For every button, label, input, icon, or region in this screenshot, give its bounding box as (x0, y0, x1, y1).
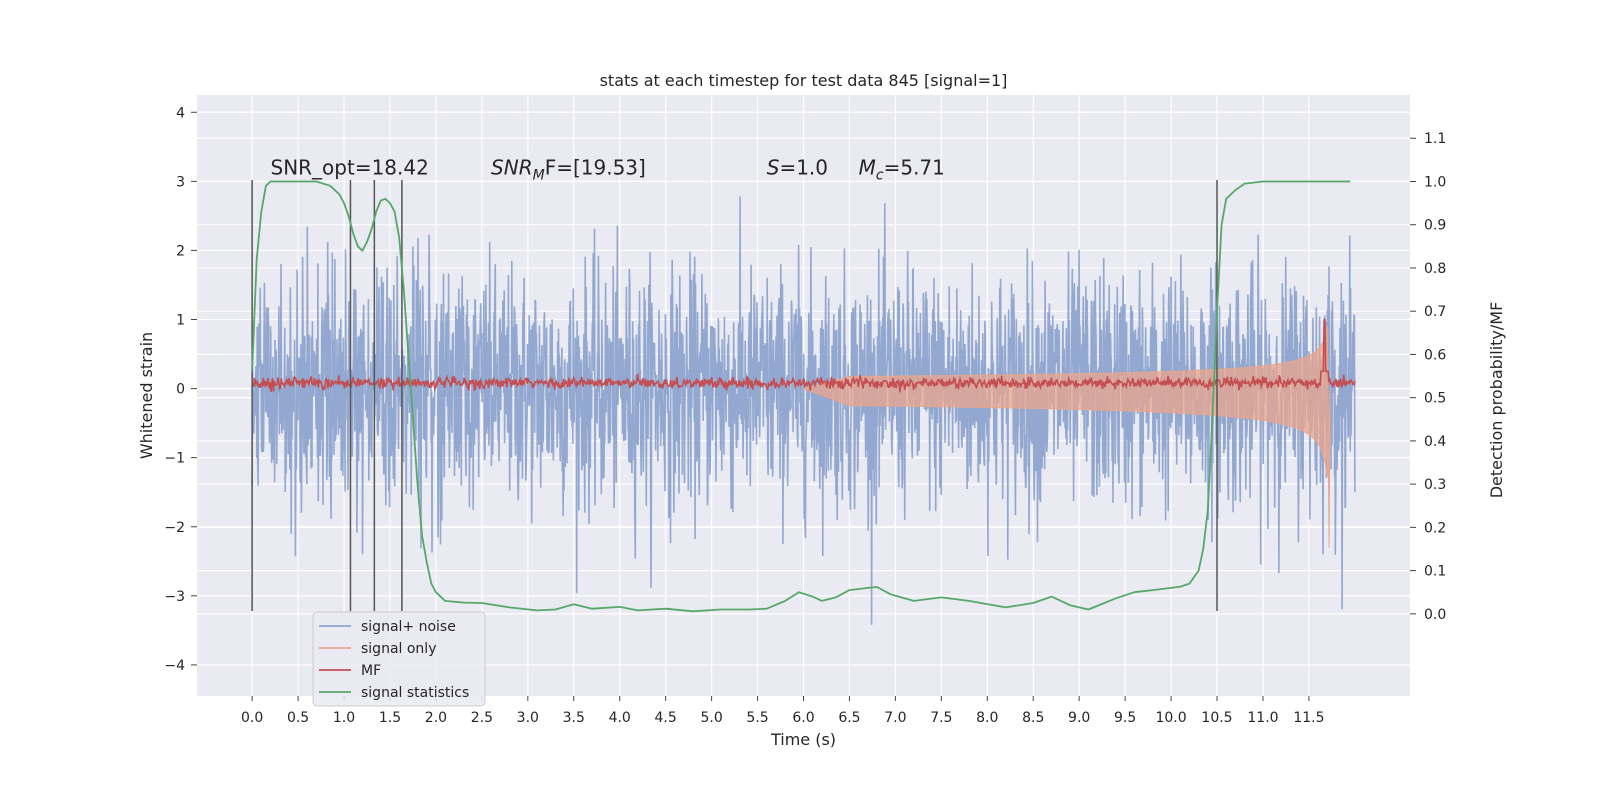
x-tick-label: 5.5 (746, 710, 768, 726)
x-tick-label: 9.0 (1068, 710, 1090, 726)
x-axis-label: Time (s) (770, 730, 836, 749)
series-mf (251, 318, 1356, 393)
y-tick-label: −4 (164, 658, 185, 674)
y-tick-label: −1 (164, 451, 185, 467)
x-tick-label: 2.0 (425, 710, 447, 726)
y2-tick-label: 0.0 (1424, 607, 1446, 623)
ticks: 0.0 0.5 1.0 1.5 2.0 2.5 3.0 3.5 4.0 4.5 5.0 5.5 6.0 6… (164, 105, 1446, 726)
x-tick-label: 6.0 (792, 710, 814, 726)
x-tick-label: 2.5 (471, 710, 493, 726)
y2-tick-label: 0.9 (1424, 218, 1446, 234)
annotations: SNR_opt=18.42 SNRMF=[19.53] S=1.0 Mc=5.71 (271, 155, 945, 183)
y-tick-label: 1 (176, 313, 185, 329)
legend-box (312, 611, 486, 707)
series-signal-plus-noise (251, 196, 1356, 625)
y-tick-label: 4 (176, 105, 185, 121)
y2-axis-label: Detection probability/MF (1487, 302, 1506, 499)
annotation-3: Mc=5.71 (859, 155, 945, 183)
y-tick-label: −2 (164, 520, 185, 536)
chart-title: stats at each timestep for test data 845… (600, 71, 1008, 90)
x-tick-label: 6.5 (838, 710, 860, 726)
y-tick-label: 2 (176, 243, 185, 259)
x-tick-label: 9.5 (1114, 710, 1136, 726)
y2-tick-label: 0.5 (1424, 391, 1446, 407)
x-tick-label: 7.0 (884, 710, 906, 726)
x-tick-label: 10.5 (1201, 710, 1232, 726)
legend-label: MF (361, 663, 381, 679)
x-tick-label: 4.5 (655, 710, 677, 726)
x-tick-label: 5.0 (700, 710, 722, 726)
y2-tick-label: 1.0 (1424, 174, 1446, 190)
x-tick-label: 10.0 (1155, 710, 1186, 726)
x-tick-label: 11.0 (1247, 710, 1278, 726)
y2-tick-label: 0.4 (1424, 434, 1446, 450)
series-signal-statistics (251, 180, 1351, 613)
legend-label: signal+ noise (361, 619, 456, 635)
x-tick-label: 8.5 (1022, 710, 1044, 726)
y2-tick-label: 0.7 (1424, 304, 1446, 320)
traces (251, 179, 1356, 625)
y2-tick-label: 1.1 (1424, 131, 1446, 147)
y-tick-label: 0 (176, 382, 185, 398)
y-tick-label: −3 (164, 589, 185, 605)
y2-tick-label: 0.1 (1424, 564, 1446, 580)
x-tick-label: 4.0 (609, 710, 631, 726)
legend-label: signal only (361, 641, 436, 657)
series-signal-only (801, 325, 1331, 548)
x-tick-label: 1.0 (333, 710, 355, 726)
y2-tick-label: 0.8 (1424, 261, 1446, 277)
x-tick-label: 8.0 (976, 710, 998, 726)
x-tick-label: 3.0 (517, 710, 539, 726)
x-tick-label: 11.5 (1293, 710, 1324, 726)
y2-tick-label: 0.3 (1424, 477, 1446, 493)
x-tick-label: 0.5 (287, 710, 309, 726)
annotation-0: SNR_opt=18.42 (271, 155, 429, 179)
y-tick-label: 3 (176, 174, 185, 190)
x-tick-label: 1.5 (379, 710, 401, 726)
legend-label: signal statistics (361, 685, 469, 701)
y-axis-label: Whitened strain (137, 332, 156, 459)
x-tick-label: 0.0 (241, 710, 263, 726)
annotation-1: SNRMF=[19.53] (491, 155, 646, 183)
x-tick-label: 3.5 (563, 710, 585, 726)
annotation-2: S=1.0 (767, 155, 828, 179)
y2-tick-label: 0.2 (1424, 520, 1446, 536)
legend: signal+ noise signal only MF signal statist… (312, 611, 486, 707)
x-tick-label: 7.5 (930, 710, 952, 726)
y2-tick-label: 0.6 (1424, 347, 1446, 363)
